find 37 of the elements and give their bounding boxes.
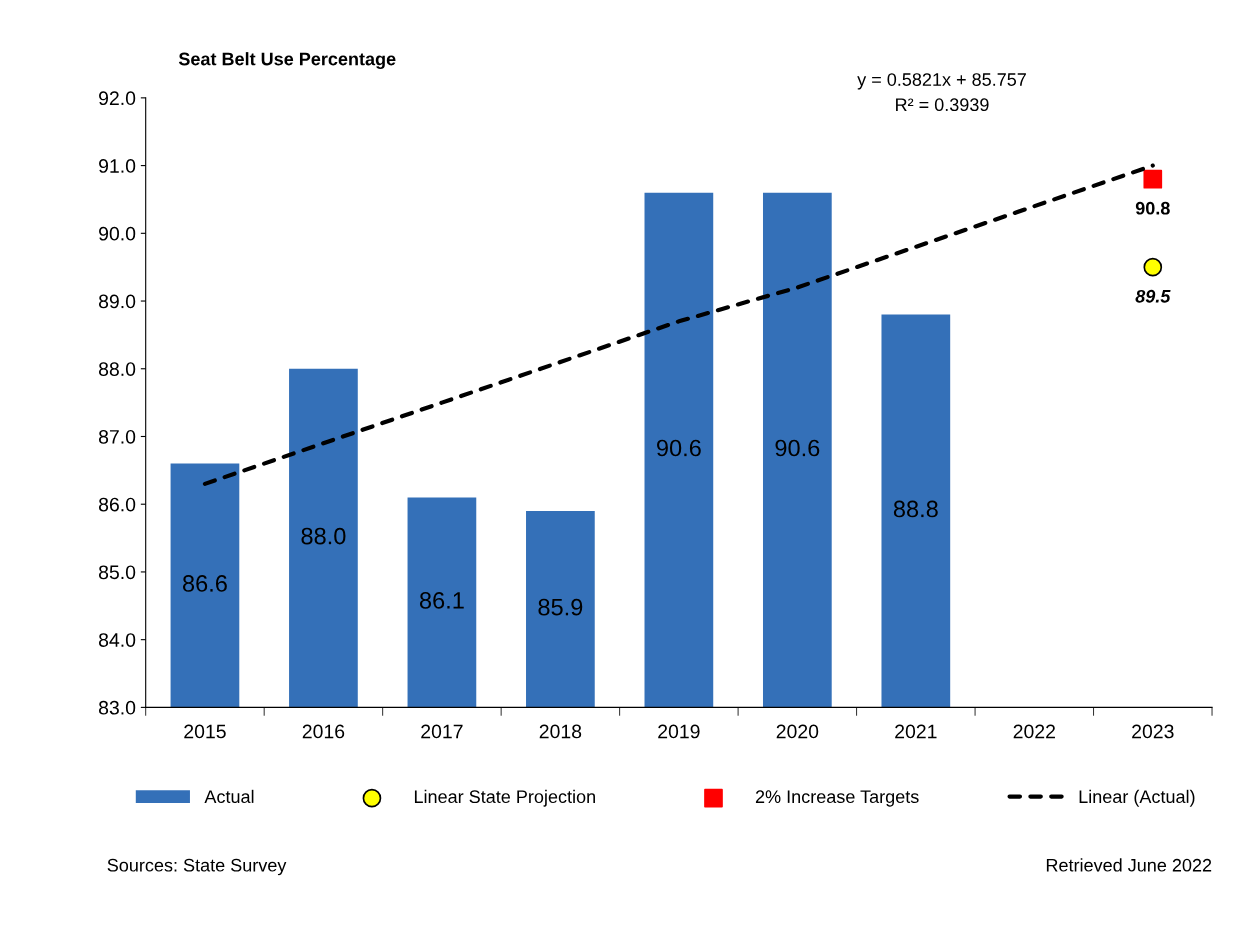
x-tick-label: 2023 [1132, 724, 1174, 739]
data-label: 85.9 [538, 598, 583, 616]
y-tick-label: 92.0 [99, 91, 136, 106]
legend-label: Linear (Actual) [1079, 789, 1195, 807]
legend-label: Actual [204, 789, 254, 804]
x-tick-label: 2017 [421, 724, 463, 739]
x-tick-label: 2016 [302, 724, 345, 739]
y-tick-label: 89.0 [98, 294, 136, 309]
x-tick-label: 2015 [184, 724, 226, 739]
data-label: 88.8 [893, 500, 938, 518]
data-label: 90.6 [657, 439, 701, 457]
data-label: 86.6 [182, 575, 227, 592]
y-tick-label: 88.0 [98, 362, 136, 376]
x-tick-label: 2019 [658, 724, 700, 739]
x-tick-label: 2020 [776, 724, 819, 739]
annotation: R² = 0.3939 [896, 98, 989, 112]
y-tick-label: 86.0 [98, 497, 136, 512]
data-label: 90.8 [1135, 201, 1170, 215]
data-label: 89.5 [1135, 289, 1171, 303]
text: y = 0.5821x + 85.757 [857, 73, 1026, 90]
legend-label: 2% Increase Targets [755, 790, 919, 807]
x-tick-label: 2021 [895, 724, 937, 739]
data-label: 90.6 [775, 439, 820, 457]
x-tick-label: 2018 [539, 724, 582, 739]
data-label: 88.0 [301, 527, 346, 545]
legend-label: Linear State Projection [414, 789, 595, 807]
source-note: Sources: State Survey [107, 858, 287, 876]
y-tick-label: 91.0 [99, 159, 136, 173]
chart-title: Seat Belt Use Percentage [178, 52, 396, 70]
y-tick-label: 87.0 [98, 429, 136, 444]
text: Retrieved June 2022 [1046, 858, 1212, 872]
data-label: 86.1 [419, 592, 464, 609]
y-tick-label: 84.0 [98, 633, 136, 647]
x-tick-label: 2022 [1013, 724, 1055, 739]
y-tick-label: 83.0 [98, 700, 136, 715]
y-tick-label: 85.0 [98, 565, 136, 580]
y-tick-label: 90.0 [99, 226, 136, 241]
